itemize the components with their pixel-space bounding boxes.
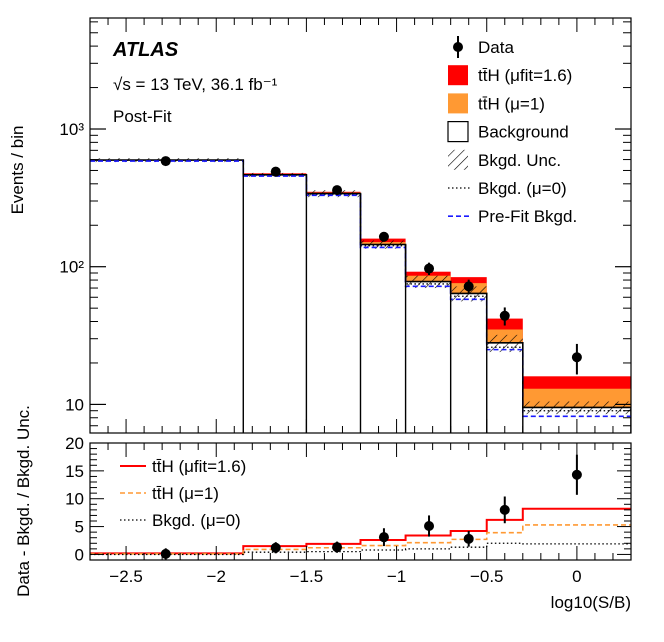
energy-label: √s = 13 TeV, 36.1 fb⁻¹ bbox=[113, 75, 278, 94]
atlas-label: ATLAS bbox=[112, 39, 179, 61]
legend-tth-sm-swatch bbox=[448, 93, 468, 113]
ratio-y-tick-label: 10 bbox=[65, 490, 84, 509]
x-tick-label: 0 bbox=[572, 567, 581, 586]
x-tick-label: −2.5 bbox=[109, 567, 143, 586]
y-axis-title: Events / bin bbox=[8, 126, 27, 215]
postfit-label: Post-Fit bbox=[113, 107, 172, 126]
legend-label: tt̄H (μfit=1.6) bbox=[478, 66, 572, 85]
ratio-legend: tt̄H (μfit=1.6) tt̄H (μ=1) Bkgd. (μ=0) bbox=[120, 457, 246, 530]
ratio-y-axis-title: Data - Bkgd. / Bkgd. Unc. bbox=[14, 405, 33, 597]
data-point bbox=[424, 264, 434, 274]
legend-data-marker bbox=[453, 42, 463, 52]
ratio-y-axis-title-text: Data - Bkgd. / Bkgd. Unc. bbox=[14, 405, 33, 597]
x-tick-label: −1.5 bbox=[290, 567, 324, 586]
legend-label: Bkgd. Unc. bbox=[478, 151, 561, 170]
x-axis-title: log10(S/B) bbox=[551, 593, 631, 612]
ratio-y-tick-label: 15 bbox=[65, 462, 84, 481]
legend-ratio-label: tt̄H (μfit=1.6) bbox=[152, 457, 246, 476]
data-point bbox=[379, 232, 389, 242]
legend-label: Pre-Fit Bkgd. bbox=[478, 207, 577, 226]
legend-label: Bkgd. (μ=0) bbox=[478, 179, 567, 198]
ratio-data-point bbox=[271, 543, 281, 553]
background-bar bbox=[243, 175, 306, 435]
data-point bbox=[500, 311, 510, 321]
x-tick-label: −0.5 bbox=[470, 567, 504, 586]
ratio-data-point bbox=[464, 534, 474, 544]
legend-ratio-label: Bkgd. (μ=0) bbox=[152, 511, 241, 530]
main-legend: Data tt̄H (μfit=1.6) tt̄H (μ=1) Background B… bbox=[448, 36, 577, 226]
y-tick-label: 10³ bbox=[59, 120, 84, 139]
ratio-data-point bbox=[332, 542, 342, 552]
ratio-y-tick-label: 5 bbox=[75, 518, 84, 537]
legend-label: Data bbox=[478, 38, 514, 57]
background-bar bbox=[406, 282, 451, 435]
legend-label: tt̄H (μ=1) bbox=[478, 94, 545, 113]
background-bar bbox=[487, 343, 523, 435]
ratio-y-tick-label: 20 bbox=[65, 434, 84, 453]
data-point bbox=[271, 167, 281, 177]
background-bar bbox=[451, 293, 487, 435]
legend-label: Background bbox=[478, 123, 569, 142]
data-point bbox=[161, 156, 171, 166]
ratio-y-tick-label: 0 bbox=[75, 545, 84, 564]
background-bar bbox=[306, 194, 360, 435]
x-tick-label: −2 bbox=[207, 567, 226, 586]
ratio-data-point bbox=[424, 521, 434, 531]
ratio-data-point bbox=[379, 532, 389, 542]
legend-tth-fit-swatch bbox=[448, 65, 468, 85]
ratio-data-point bbox=[500, 505, 510, 515]
y-tick-label: 10 bbox=[65, 395, 84, 414]
x-tick-label: −1 bbox=[387, 567, 406, 586]
background-bar bbox=[361, 244, 406, 435]
legend-background-swatch bbox=[448, 122, 468, 142]
background-bar bbox=[90, 160, 243, 435]
y-tick-label: 10² bbox=[59, 258, 84, 277]
legend-ratio-label: tt̄H (μ=1) bbox=[152, 484, 219, 503]
data-point bbox=[572, 352, 582, 362]
legend-unc-swatch bbox=[448, 150, 468, 170]
data-point bbox=[464, 281, 474, 291]
data-point bbox=[332, 185, 342, 195]
ratio-data-point bbox=[572, 470, 582, 480]
